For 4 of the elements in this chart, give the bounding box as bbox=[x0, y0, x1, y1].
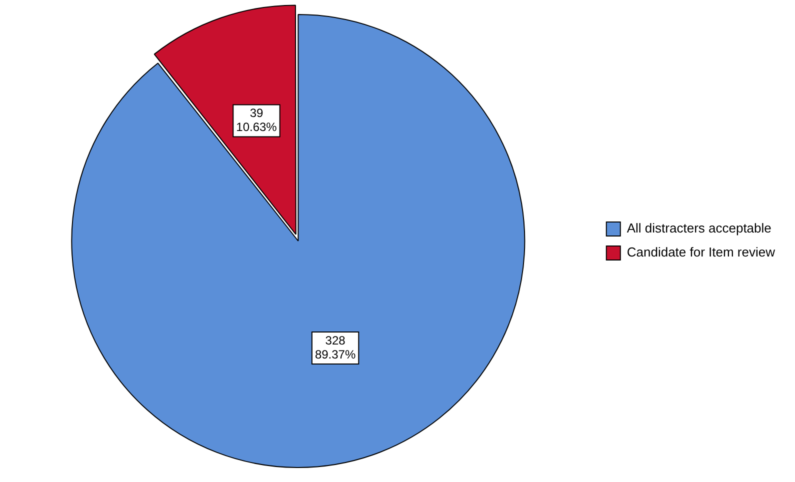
legend-label: Candidate for Item review bbox=[626, 244, 776, 260]
data-label: 39 10.63% bbox=[236, 106, 278, 134]
legend-label: All distracters acceptable bbox=[626, 220, 772, 236]
data-label: 328 89.37% bbox=[314, 333, 356, 362]
